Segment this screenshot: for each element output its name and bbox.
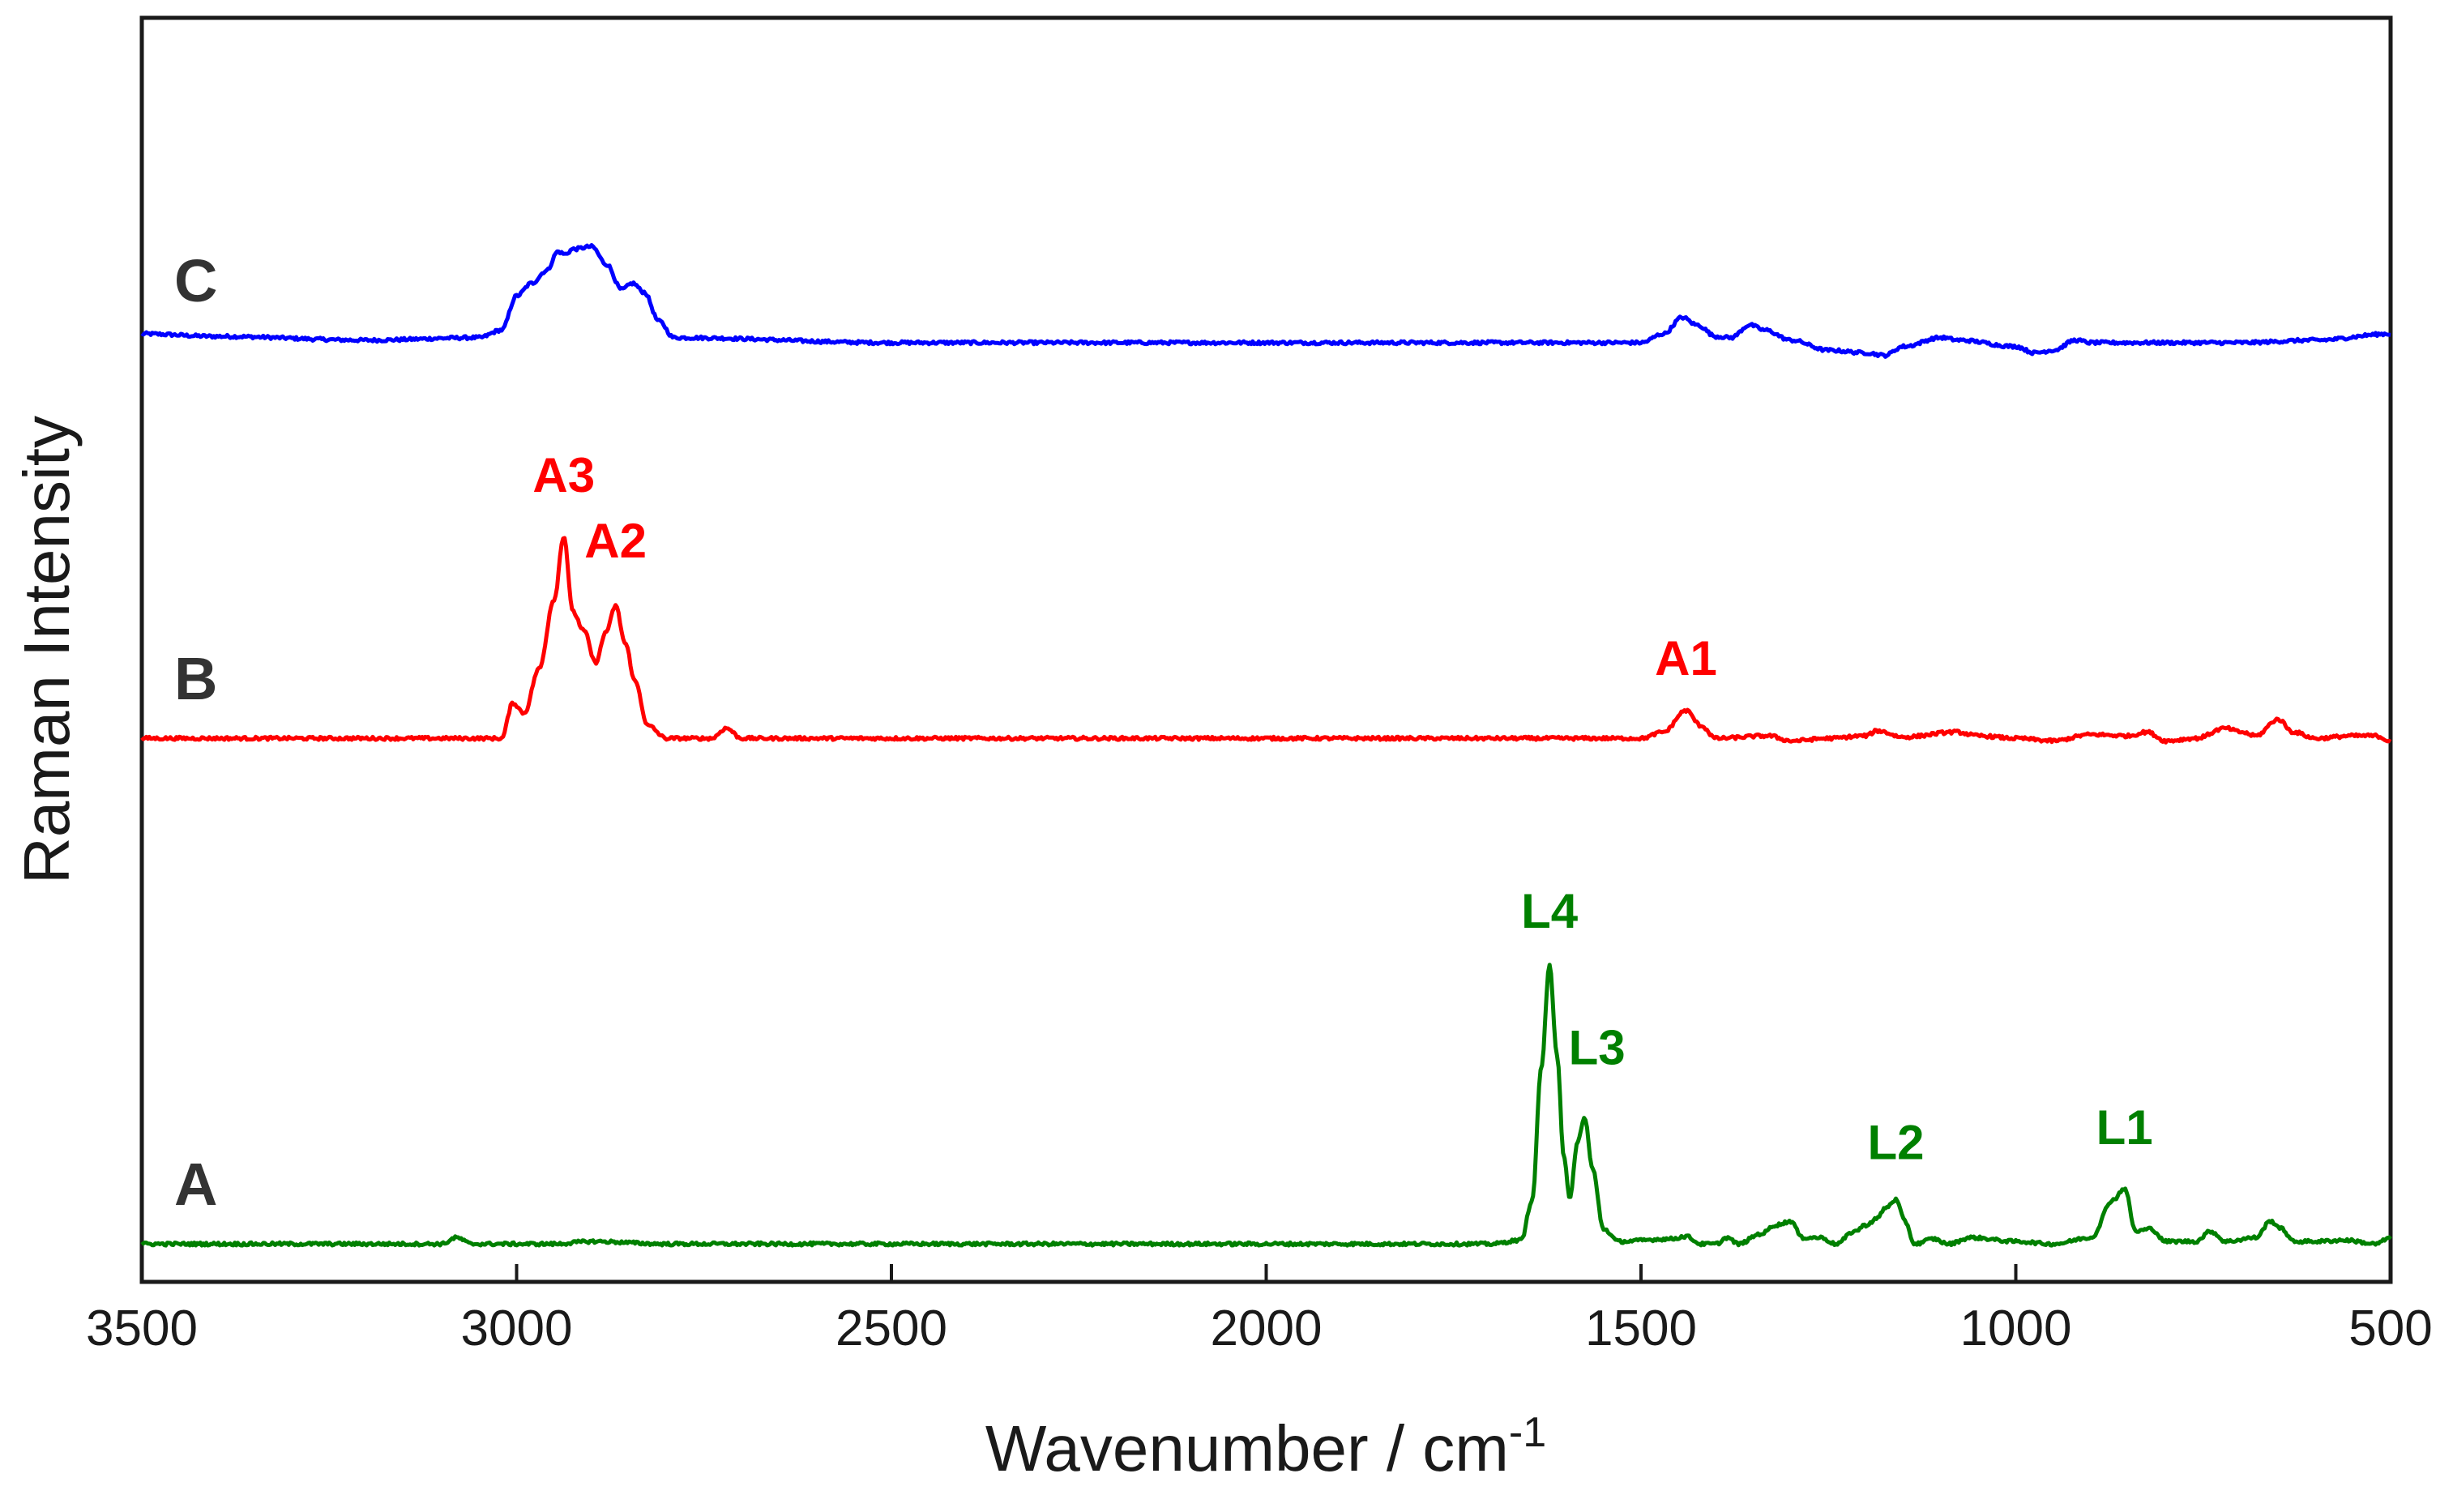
plot-frame: [139, 15, 2393, 1284]
series-layer: [140, 243, 2392, 1248]
trace-labels: C B A: [174, 247, 217, 1218]
peak-label-L3: L3: [1569, 1021, 1626, 1075]
peak-label-L2: L2: [1867, 1116, 1924, 1170]
peak-annotations: A3 A2 A1 L4 L3 L2 L1: [532, 448, 2152, 1170]
x-axis-tick-labels: 3500 3000 2500 2000 1500 1000 500: [86, 1301, 2433, 1356]
x-tick-label: 3500: [86, 1301, 198, 1356]
x-tick-label: 3000: [461, 1301, 573, 1356]
x-tick-label: 1500: [1585, 1301, 1697, 1356]
peak-label-L1: L1: [2096, 1100, 2153, 1155]
peak-label-A1: A1: [1655, 631, 1717, 686]
series-line-B: [140, 536, 2392, 745]
trace-label-C: C: [174, 247, 217, 314]
y-axis-title: Raman Intensity: [11, 416, 83, 884]
x-tick-label: 2500: [835, 1301, 947, 1356]
peak-label-A3: A3: [532, 448, 595, 502]
x-axis-title-superscript: -1: [1509, 1409, 1546, 1456]
x-axis-ticks: [140, 1264, 2392, 1282]
x-tick-label: 500: [2348, 1301, 2432, 1356]
peak-label-A2: A2: [584, 514, 647, 568]
trace-label-A: A: [174, 1151, 217, 1218]
x-tick-label: 2000: [1211, 1301, 1323, 1356]
series-line-A: [140, 963, 2392, 1248]
trace-label-B: B: [174, 645, 217, 712]
peak-label-L4: L4: [1521, 884, 1579, 938]
series-line-C: [140, 243, 2391, 359]
x-axis-title: Wavenumber / cm-1: [985, 1409, 1546, 1484]
x-tick-label: 1000: [1960, 1301, 2072, 1356]
